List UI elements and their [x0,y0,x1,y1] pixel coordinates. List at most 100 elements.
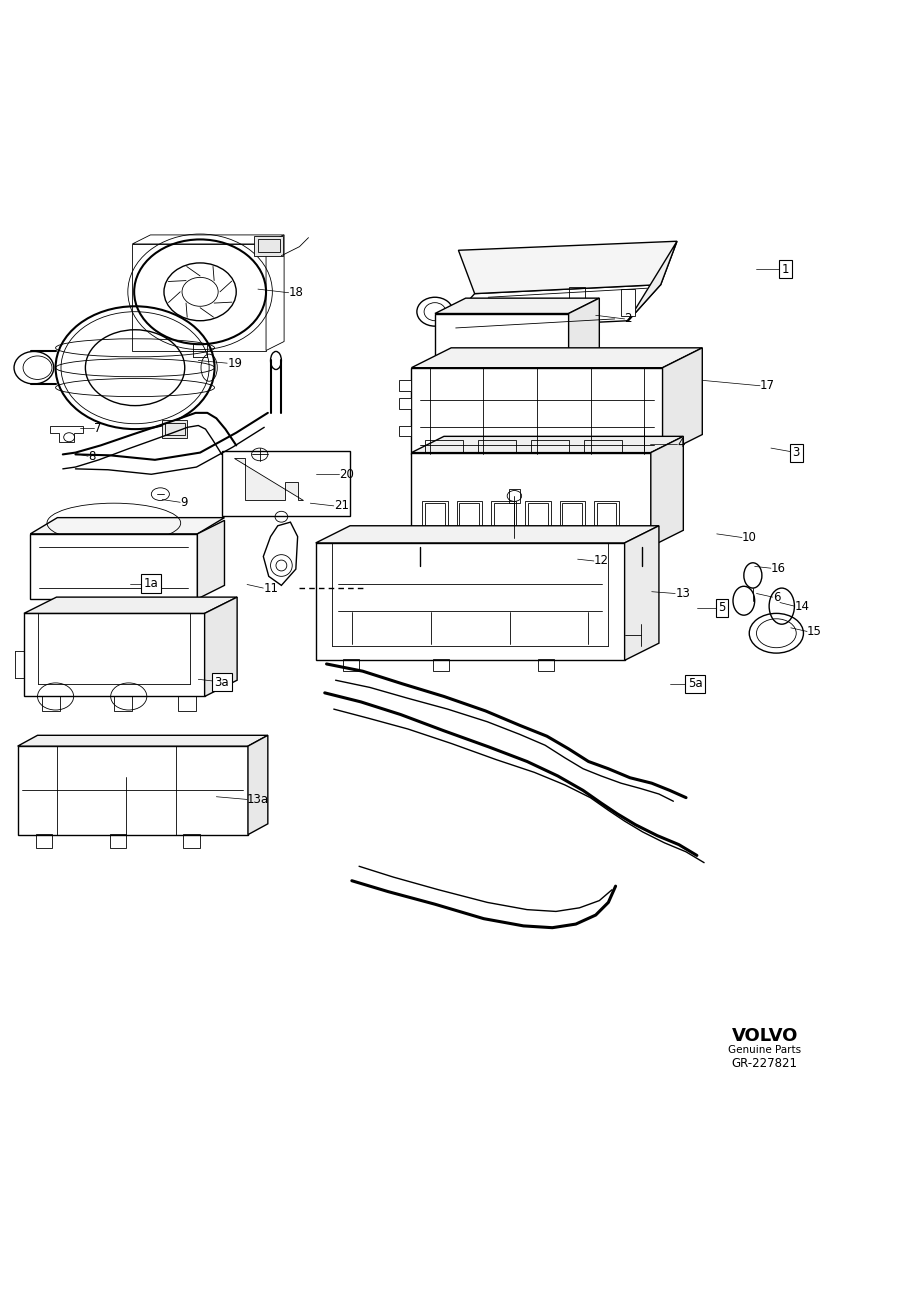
Bar [165,422,185,435]
Text: 9: 9 [180,496,188,509]
Text: 18: 18 [289,286,304,299]
Bar [162,420,188,438]
Polygon shape [24,598,237,613]
Polygon shape [442,284,660,330]
Polygon shape [24,613,205,696]
Bar [584,440,622,452]
Polygon shape [205,598,237,696]
Bar [425,503,445,529]
Bar [531,440,569,452]
Bar [610,544,633,559]
Text: 7: 7 [93,422,101,435]
Bar [516,544,539,559]
Bar [222,451,350,516]
Text: 2: 2 [624,313,632,326]
Bar [110,834,126,848]
Polygon shape [458,242,677,294]
Polygon shape [411,368,662,455]
Polygon shape [435,299,600,313]
Text: 1a: 1a [144,577,159,590]
Text: GR-227821: GR-227821 [732,1056,797,1069]
Text: 13: 13 [675,587,690,600]
Polygon shape [266,235,284,351]
Bar [114,696,132,711]
Bar [509,488,520,503]
Text: 21: 21 [333,499,349,512]
Bar [560,501,585,530]
Text: 5a: 5a [688,677,702,690]
Bar [597,503,616,529]
Bar [420,544,444,559]
Polygon shape [132,244,266,351]
Bar [484,544,507,559]
Bar [399,399,411,409]
Bar [478,440,516,452]
Bar [425,440,463,452]
Bar [594,501,619,530]
Polygon shape [411,436,683,452]
Bar [579,544,602,559]
Polygon shape [17,735,268,746]
Text: 3: 3 [793,446,800,459]
Text: 11: 11 [264,582,278,595]
Polygon shape [662,348,702,455]
Polygon shape [235,459,304,500]
Text: 12: 12 [594,555,609,568]
Text: 13a: 13a [247,792,269,805]
Bar [621,290,635,316]
Bar [35,834,52,848]
Bar [528,503,548,529]
Text: 6: 6 [773,591,780,604]
Bar [184,834,199,848]
Text: 5: 5 [718,601,726,614]
Text: 8: 8 [88,449,95,462]
Polygon shape [50,426,82,442]
Polygon shape [30,517,225,534]
Polygon shape [315,526,659,543]
Polygon shape [651,436,683,547]
Text: 3a: 3a [215,675,229,688]
Bar [255,236,284,256]
Bar [181,598,196,609]
Polygon shape [435,313,569,369]
Polygon shape [30,534,198,599]
Bar [42,696,60,711]
Bar [399,426,411,436]
Text: 4: 4 [677,436,685,449]
Polygon shape [624,526,659,660]
Polygon shape [569,299,600,369]
Text: 14: 14 [795,600,809,613]
Text: 10: 10 [742,531,757,544]
Polygon shape [411,348,702,368]
Polygon shape [628,242,677,321]
Bar [563,503,583,529]
Text: 15: 15 [807,625,822,638]
Bar [491,501,516,530]
Text: 1: 1 [782,262,789,275]
Bar [569,287,585,310]
Text: Genuine Parts: Genuine Parts [728,1044,801,1055]
Bar [459,503,479,529]
Text: 16: 16 [771,561,786,574]
Polygon shape [315,543,624,660]
Bar [399,381,411,391]
Bar [547,544,571,559]
Bar [538,660,554,672]
Bar [178,696,196,711]
Bar [452,544,476,559]
Polygon shape [264,522,298,586]
Bar [258,239,280,252]
Polygon shape [248,735,268,835]
Polygon shape [132,235,284,244]
Bar [342,660,359,672]
Bar [433,660,449,672]
Polygon shape [411,452,651,547]
Text: 17: 17 [760,379,776,392]
Polygon shape [198,521,225,599]
Polygon shape [17,746,248,835]
Bar [494,503,514,529]
Bar [571,300,583,309]
Text: VOLVO: VOLVO [731,1028,798,1046]
Bar [457,501,482,530]
Bar [525,501,551,530]
